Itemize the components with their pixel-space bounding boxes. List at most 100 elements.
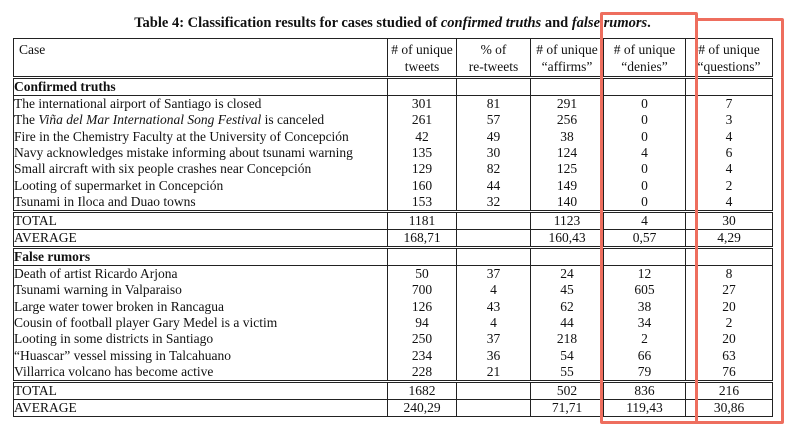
value-cell: 124	[530, 144, 604, 162]
case-cell: Small aircraft with six people crashes n…	[13, 161, 388, 178]
value-cell: 1123	[530, 211, 604, 230]
table-caption: Table 4: Classification results for case…	[13, 14, 772, 32]
value-cell: 76	[685, 363, 773, 382]
value-cell: 149	[530, 177, 604, 194]
value-cell: 153	[387, 193, 457, 212]
value-cell: 44	[456, 177, 531, 194]
value-cell	[456, 399, 531, 417]
value-cell: 2	[685, 314, 773, 332]
value-cell: 4	[456, 281, 531, 299]
caption-middle: and	[541, 15, 572, 31]
average-row: AVERAGE 240,29 71,71 119,43 30,86	[13, 399, 773, 417]
value-cell: 37	[456, 331, 531, 348]
value-cell: 4	[685, 161, 773, 178]
value-cell: 700	[387, 281, 457, 299]
value-cell: 129	[387, 161, 457, 178]
value-cell: 4	[603, 144, 686, 162]
case-cell: AVERAGE	[13, 399, 388, 417]
case-cell: Navy acknowledges mistake informing abou…	[13, 144, 388, 162]
table-row: Death of artist Ricardo Arjona 50 37 24 12 8	[13, 265, 773, 282]
value-cell: 4	[685, 193, 773, 212]
table-row: Villarrica volcano has become active 228 2…	[13, 363, 773, 382]
table-row: The Viña del Mar International Song Fest…	[13, 112, 773, 129]
case-cell: “Huascar” vessel missing in Talcahuano	[13, 347, 388, 364]
column-header: Case	[13, 38, 388, 78]
value-cell: 4	[456, 314, 531, 332]
value-cell	[530, 247, 604, 266]
value-cell: 30	[456, 144, 531, 162]
value-cell: 0	[603, 95, 686, 112]
value-cell: 126	[387, 298, 457, 315]
case-cell: Cousin of football player Gary Medel is …	[13, 314, 388, 332]
total-row: TOTAL 1181 1123 4 30	[13, 211, 773, 230]
value-cell	[456, 247, 531, 266]
value-cell: 54	[530, 347, 604, 364]
value-cell: 4	[603, 211, 686, 230]
value-cell: 30,86	[685, 399, 773, 417]
value-cell: 2	[685, 177, 773, 194]
case-cell: Death of artist Ricardo Arjona	[13, 265, 388, 282]
case-cell: Confirmed truths	[13, 77, 388, 96]
value-cell: 0	[603, 112, 686, 129]
value-cell: 50	[387, 265, 457, 282]
value-cell: 82	[456, 161, 531, 178]
value-cell: 43	[456, 298, 531, 315]
value-cell: 836	[603, 381, 686, 400]
value-cell	[456, 77, 531, 96]
case-cell: The Viña del Mar International Song Fest…	[13, 112, 388, 129]
table-row: Cousin of football player Gary Medel is …	[13, 314, 773, 332]
value-cell: 20	[685, 331, 773, 348]
value-cell: 45	[530, 281, 604, 299]
value-cell: 502	[530, 381, 604, 400]
table-row: Large water tower broken in Rancagua 126 4…	[13, 298, 773, 315]
value-cell: 228	[387, 363, 457, 382]
value-cell: 30	[685, 211, 773, 230]
value-cell: 24	[530, 265, 604, 282]
value-cell: 21	[456, 363, 531, 382]
value-cell	[603, 77, 686, 96]
case-cell: Looting in some districts in Santiago	[13, 331, 388, 348]
value-cell	[387, 77, 457, 96]
table-row: Looting in some districts in Santiago 250…	[13, 331, 773, 348]
table-row: Tsunami in Iloca and Duao towns 153 32 140 0…	[13, 193, 773, 212]
value-cell: 301	[387, 95, 457, 112]
value-cell: 36	[456, 347, 531, 364]
column-header: % of re-tweets	[456, 38, 531, 78]
value-cell	[456, 211, 531, 230]
value-cell: 234	[387, 347, 457, 364]
case-cell: TOTAL	[13, 381, 388, 400]
value-cell: 1682	[387, 381, 457, 400]
case-cell: Fire in the Chemistry Faculty at the Uni…	[13, 128, 388, 145]
case-cell: Tsunami warning in Valparaiso	[13, 281, 388, 299]
value-cell: 55	[530, 363, 604, 382]
value-cell: 27	[685, 281, 773, 299]
table-body: Confirmed truths The international airpor…	[13, 77, 773, 417]
value-cell: 7	[685, 95, 773, 112]
caption-suffix: .	[647, 15, 651, 31]
value-cell: 20	[685, 298, 773, 315]
section-header-row: Confirmed truths	[13, 77, 773, 96]
value-cell: 57	[456, 112, 531, 129]
value-cell: 216	[685, 381, 773, 400]
table-row: Looting of supermarket in Concepción 160 4…	[13, 177, 773, 194]
value-cell	[456, 381, 531, 400]
value-cell: 66	[603, 347, 686, 364]
case-cell: Villarrica volcano has become active	[13, 363, 388, 382]
value-cell	[387, 247, 457, 266]
value-cell: 37	[456, 265, 531, 282]
value-cell: 0,57	[603, 229, 686, 248]
value-cell: 0	[603, 161, 686, 178]
caption-italic-false-rumors: false rumors	[571, 15, 648, 31]
value-cell: 125	[530, 161, 604, 178]
value-cell: 38	[530, 128, 604, 145]
value-cell: 240,29	[387, 399, 457, 417]
value-cell: 140	[530, 193, 604, 212]
case-cell: Large water tower broken in Rancagua	[13, 298, 388, 315]
value-cell: 256	[530, 112, 604, 129]
caption-prefix: Table 4: Classification results for case…	[134, 15, 441, 31]
table-row: The international airport of Santiago is…	[13, 95, 773, 112]
value-cell: 250	[387, 331, 457, 348]
value-cell	[685, 77, 773, 96]
table-row: Navy acknowledges mistake informing abou…	[13, 144, 773, 162]
